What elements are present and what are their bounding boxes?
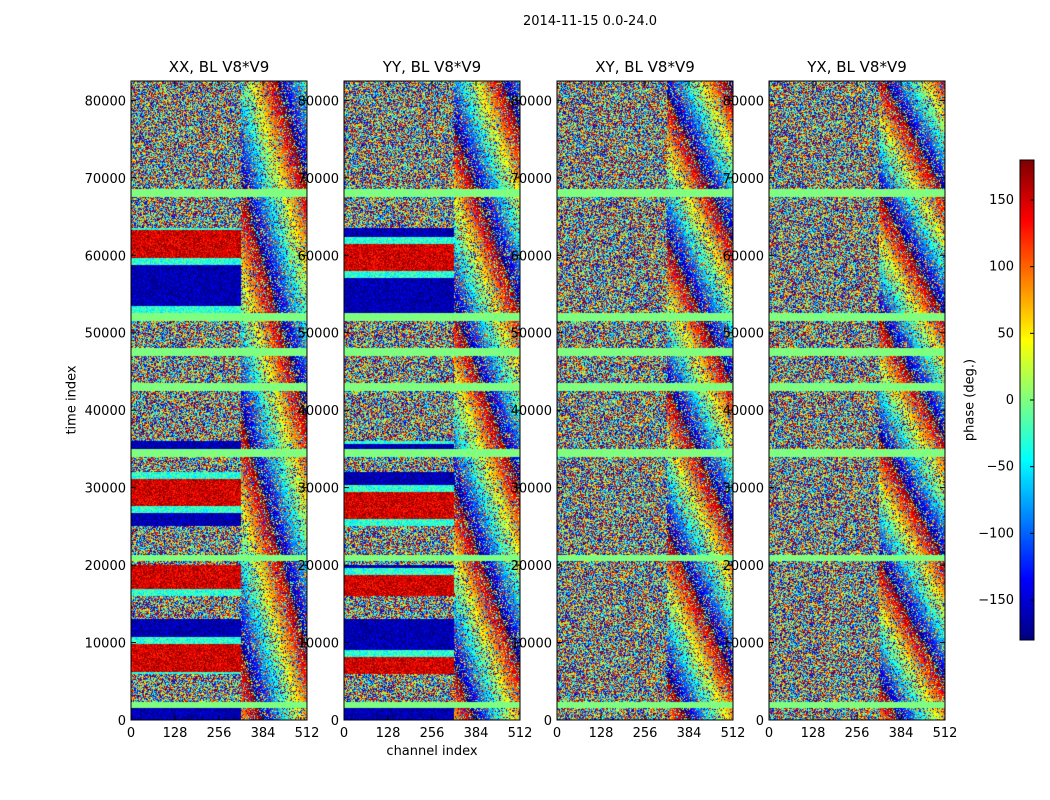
y-tick-label: 60000 (723, 249, 764, 264)
y-tick-label: 20000 (85, 559, 126, 574)
panel-title-yx: YX, BL V8*V9 (807, 58, 907, 76)
colorbar-tick-label: −50 (987, 460, 1014, 475)
x-tick-label: 256 (845, 726, 870, 741)
x-tick-label: 512 (295, 726, 320, 741)
y-tick-label: 20000 (298, 559, 339, 574)
colorbar (1020, 160, 1034, 640)
x-tick-label: 512 (508, 726, 533, 741)
heatmap-xy (557, 81, 733, 720)
y-tick-label: 80000 (723, 94, 764, 109)
heatmap-xx (131, 81, 307, 720)
y-tick-label: 80000 (511, 94, 552, 109)
plot-frame (556, 80, 734, 721)
y-tick-label: 30000 (511, 482, 552, 497)
y-tick-label: 40000 (298, 404, 339, 419)
y-tick-label: 70000 (511, 172, 552, 187)
x-tick-label: 128 (163, 726, 188, 741)
y-tick-label: 20000 (723, 559, 764, 574)
x-tick-label: 384 (889, 726, 914, 741)
heatmap-yy (344, 81, 520, 720)
y-tick-label: 0 (544, 714, 552, 729)
y-tick-label: 50000 (723, 327, 764, 342)
y-tick-label: 80000 (298, 94, 339, 109)
y-tick-label: 30000 (298, 482, 339, 497)
x-tick-label: 128 (589, 726, 614, 741)
x-tick-label: 128 (801, 726, 826, 741)
panel-title-xy: XY, BL V8*V9 (595, 58, 695, 76)
y-tick-label: 60000 (298, 249, 339, 264)
y-tick-label: 0 (118, 714, 126, 729)
x-tick-label: 256 (633, 726, 658, 741)
y-tick-label: 10000 (511, 637, 552, 652)
y-tick-label: 30000 (85, 482, 126, 497)
x-axis-label: channel index (386, 744, 478, 759)
y-tick-label: 50000 (298, 327, 339, 342)
y-tick-label: 50000 (85, 327, 126, 342)
x-tick-label: 0 (127, 726, 135, 741)
y-tick-label: 30000 (723, 482, 764, 497)
x-tick-label: 384 (251, 726, 276, 741)
y-tick-label: 0 (756, 714, 764, 729)
plot-frame (130, 80, 308, 721)
colorbar-tick-label: 0 (1006, 393, 1014, 408)
x-tick-label: 0 (553, 726, 561, 741)
y-tick-label: 40000 (723, 404, 764, 419)
colorbar-tick-label: −150 (978, 593, 1014, 608)
y-tick-label: 40000 (511, 404, 552, 419)
y-tick-label: 50000 (511, 327, 552, 342)
panel-title-xx: XX, BL V8*V9 (168, 58, 270, 76)
y-tick-label: 70000 (85, 172, 126, 187)
heatmap-yx (769, 81, 945, 720)
y-tick-label: 80000 (85, 94, 126, 109)
x-tick-label: 512 (933, 726, 958, 741)
y-tick-label: 60000 (511, 249, 552, 264)
x-tick-label: 384 (677, 726, 702, 741)
x-tick-label: 0 (340, 726, 348, 741)
y-tick-label: 70000 (723, 172, 764, 187)
y-tick-label: 70000 (298, 172, 339, 187)
x-tick-label: 256 (207, 726, 232, 741)
x-tick-label: 0 (765, 726, 773, 741)
colorbar-tick-label: 100 (989, 260, 1014, 275)
y-tick-label: 10000 (723, 637, 764, 652)
y-tick-label: 10000 (85, 637, 126, 652)
y-tick-label: 60000 (85, 249, 126, 264)
y-tick-label: 0 (331, 714, 339, 729)
figure-title: 2014-11-15 0.0-24.0 (523, 14, 657, 29)
plot-frame (343, 80, 521, 721)
colorbar-tick-label: 150 (989, 193, 1014, 208)
y-tick-label: 20000 (511, 559, 552, 574)
colorbar-tick-label: 50 (997, 326, 1014, 341)
colorbar-tick-label: −100 (978, 526, 1014, 541)
y-tick-label: 40000 (85, 404, 126, 419)
x-tick-label: 384 (464, 726, 489, 741)
x-tick-label: 256 (420, 726, 445, 741)
panel-title-yy: YY, BL V8*V9 (382, 58, 482, 76)
x-tick-label: 512 (721, 726, 746, 741)
x-tick-label: 128 (376, 726, 401, 741)
y-tick-label: 10000 (298, 637, 339, 652)
plot-frame (768, 80, 946, 721)
